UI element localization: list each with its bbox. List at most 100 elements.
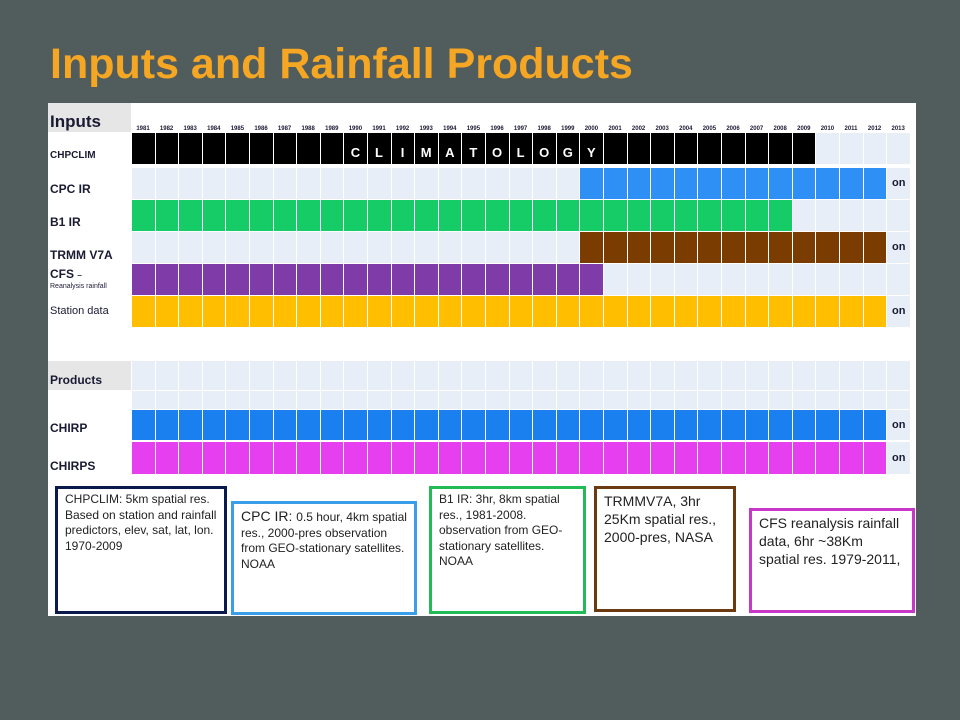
- cell-products-header-1987: [273, 361, 298, 391]
- cell-chirp-2005: [698, 410, 722, 441]
- cell-spacer-1983: [179, 391, 203, 410]
- cell-chirps-1986: [250, 442, 274, 475]
- cell-spacer-2010: [816, 391, 840, 410]
- cell-spacer-1988: [297, 391, 321, 410]
- cell-chpclim-1982: [155, 133, 180, 165]
- cell-chirps-2005: [698, 442, 722, 475]
- cell-products-header-1991: [368, 361, 392, 391]
- cell-chirp-2003: [651, 410, 675, 441]
- cell-cpc-ir-2000: [580, 168, 604, 200]
- cell-cpc-ir-1986: [250, 168, 274, 200]
- year-label-1997: 1997: [513, 126, 528, 132]
- cell-cpc-ir-1985: [226, 168, 250, 200]
- cell-products-header-2001: [604, 361, 628, 391]
- cell-cpc-ir-1990: [344, 168, 368, 200]
- cell-spacer-2006: [722, 391, 746, 410]
- cell-chirp-2004: [674, 410, 699, 441]
- cell-chpclim-1986: [250, 133, 274, 165]
- climatology-letter: L: [375, 145, 383, 160]
- cell-cpc-ir-2003: [651, 168, 675, 200]
- cell-chirp-2009: [792, 410, 817, 441]
- cell-spacer-2012: [863, 391, 888, 410]
- cell-chirps-2004: [674, 442, 699, 475]
- cell-cpc-ir-2006: [722, 168, 746, 200]
- cell-products-header-1998: [533, 361, 557, 391]
- cell-station-2011: [840, 296, 864, 328]
- cell-cpc-ir-2009: [792, 168, 817, 200]
- cell-chirps-1992: [391, 442, 416, 475]
- cell-spacer-2005: [698, 391, 722, 410]
- cell-chirps-1982: [155, 442, 180, 475]
- cell-chirps-2007: [745, 442, 770, 475]
- cell-trmm-2008: [769, 232, 793, 264]
- cell-chirps-2002: [627, 442, 652, 475]
- cell-products-header-2006: [722, 361, 746, 391]
- climatology-letter: Y: [587, 145, 596, 160]
- cell-spacer-1990: [344, 391, 368, 410]
- cell-chpclim-2002: [627, 133, 652, 165]
- year-label-2002: 2002: [631, 126, 646, 132]
- cell-trmm-2013: [887, 232, 911, 264]
- cell-station-2010: [816, 296, 840, 328]
- cell-trmm-2006: [722, 232, 746, 264]
- cell-spacer-1989: [320, 391, 345, 410]
- climatology-letter: O: [539, 145, 550, 160]
- cell-spacer-1981: [132, 391, 156, 410]
- cell-cfs-2003: [651, 264, 675, 296]
- climatology-letter: L: [516, 145, 525, 160]
- cell-cpc-ir-1991: [368, 168, 392, 200]
- cell-chirp-1982: [155, 410, 180, 441]
- cell-chirps-1999: [556, 442, 581, 475]
- cell-cfs-2007: [745, 264, 770, 296]
- cell-cfs-2010: [816, 264, 840, 296]
- cell-chirps-1983: [179, 442, 203, 475]
- cell-b1-ir-2002: [627, 200, 652, 232]
- year-label-2013: 2013: [891, 126, 905, 132]
- cell-chirp-1984: [202, 410, 227, 441]
- cell-chpclim-1994: [438, 133, 463, 165]
- cell-cpc-ir-1993: [415, 168, 439, 200]
- cell-cfs-1981: [132, 264, 156, 296]
- year-label-2010: 2010: [820, 126, 835, 132]
- year-label-1998: 1998: [537, 126, 551, 132]
- cell-b1-ir-1986: [250, 200, 274, 232]
- slide-title: Inputs and Rainfall Products: [50, 40, 633, 88]
- cell-chirps-1981: [132, 442, 156, 475]
- note-b1-ir: B1 IR: 3hr, 8km spatial res., 1981-2008.…: [429, 486, 586, 614]
- cell-b1-ir-1983: [179, 200, 203, 232]
- row-label-station: Station data: [50, 305, 109, 317]
- cell-cpc-ir-2010: [816, 168, 840, 200]
- cell-cpc-ir-2013: [887, 168, 911, 200]
- cell-chirp-1992: [391, 410, 416, 441]
- cell-cfs-2004: [674, 264, 699, 296]
- cell-b1-ir-2012: [863, 200, 888, 232]
- cell-products-header-1995: [462, 361, 486, 391]
- cell-station-1997: [509, 296, 534, 328]
- cell-chirp-1990: [344, 410, 368, 441]
- cell-b1-ir-1990: [344, 200, 368, 232]
- cell-chpclim-2011: [840, 133, 864, 165]
- cell-station-2007: [745, 296, 770, 328]
- cell-chpclim-2000: [580, 133, 604, 165]
- year-label-1982: 1982: [159, 126, 174, 132]
- cell-b1-ir-1984: [202, 200, 227, 232]
- cell-cfs-1987: [273, 264, 298, 296]
- cell-cfs-1985: [226, 264, 250, 296]
- cell-trmm-1994: [438, 232, 463, 264]
- cell-b1-ir-1999: [556, 200, 581, 232]
- cell-station-1993: [415, 296, 439, 328]
- cell-cfs-1990: [344, 264, 368, 296]
- cell-b1-ir-1987: [273, 200, 298, 232]
- cell-chirps-2006: [722, 442, 746, 475]
- cell-products-header-1985: [226, 361, 250, 391]
- cell-spacer-1996: [486, 391, 510, 410]
- climatology-letter: G: [562, 145, 573, 160]
- cell-b1-ir-2011: [840, 200, 864, 232]
- cell-chpclim-1998: [533, 133, 557, 165]
- cell-spacer-2007: [745, 391, 770, 410]
- cell-cfs-1994: [438, 264, 463, 296]
- cell-spacer-2001: [604, 391, 628, 410]
- cell-station-2012: [863, 296, 888, 328]
- cell-station-1992: [391, 296, 416, 328]
- cell-spacer-2002: [627, 391, 652, 410]
